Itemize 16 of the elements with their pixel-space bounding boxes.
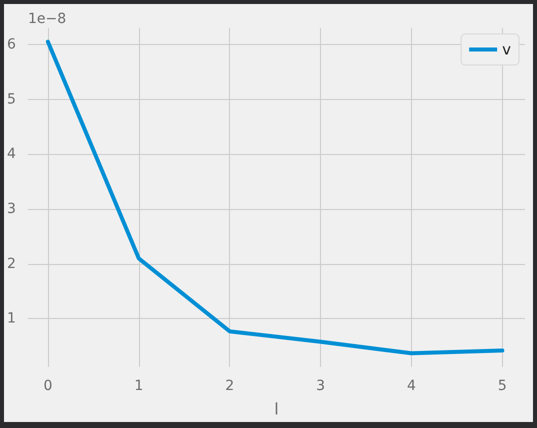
y-tick-label: 2 — [6, 256, 16, 272]
x-axis-title: l — [274, 400, 279, 418]
line-series — [46, 40, 504, 356]
y-tick-label: 6 — [6, 36, 16, 52]
x-tick-label: 5 — [498, 378, 507, 394]
y-tick-label: 1 — [6, 310, 16, 327]
x-tick-label: 3 — [316, 378, 325, 394]
text: 1e−8 — [28, 11, 66, 27]
legend-label: v — [502, 40, 512, 58]
x-tick-label: 0 — [43, 378, 52, 394]
x-tick-label: 4 — [406, 378, 416, 394]
x-tick-label: 1 — [134, 378, 144, 394]
y-tick-label: 4 — [6, 146, 16, 162]
y-tick-label: 3 — [6, 201, 16, 218]
y-tick-label: 5 — [6, 91, 16, 108]
x-tick-label: 2 — [225, 378, 234, 394]
